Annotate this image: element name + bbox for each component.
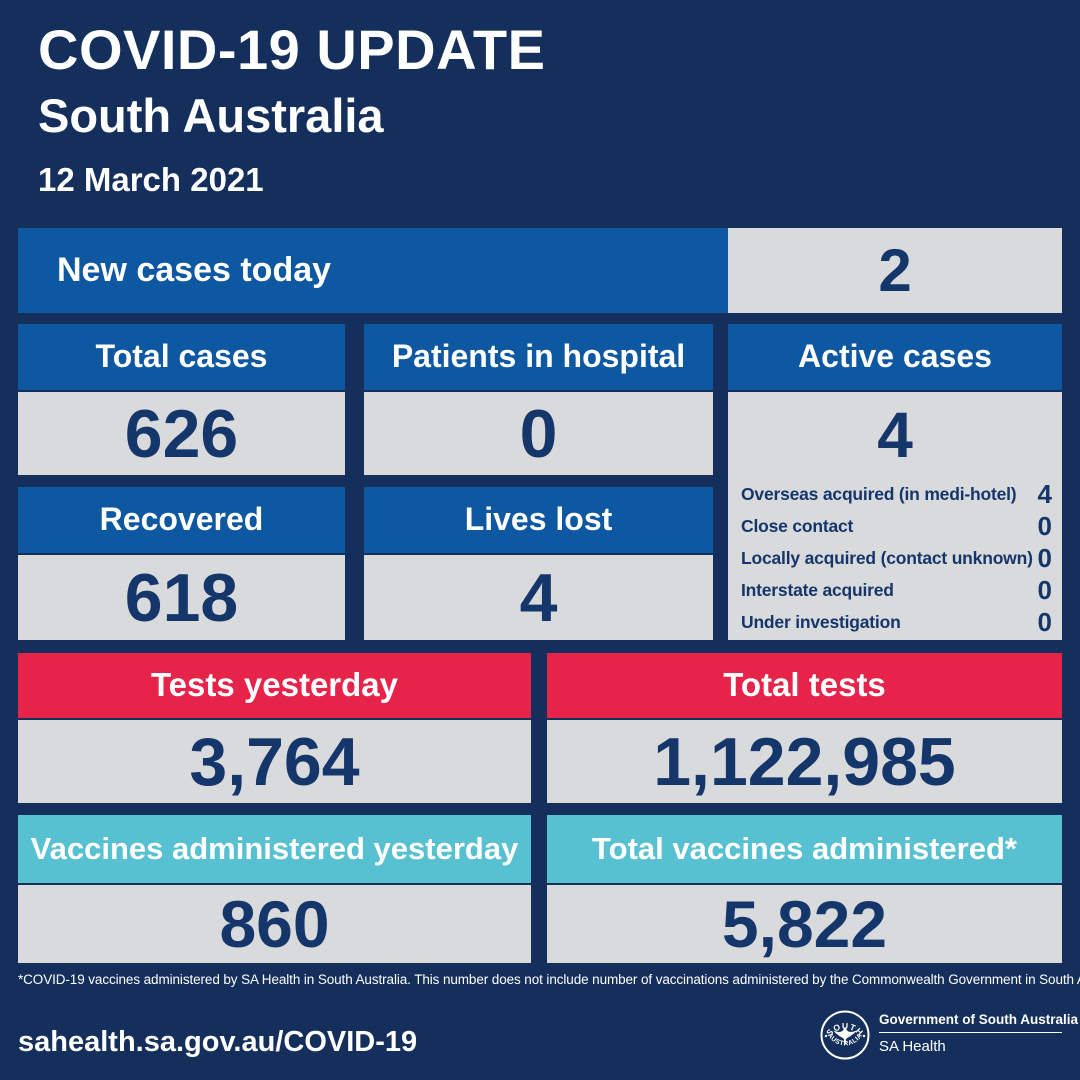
- piping-shrike-bird: [833, 1026, 857, 1040]
- recovered-label: Recovered: [18, 487, 345, 553]
- breakdown-label: Interstate acquired: [741, 579, 894, 600]
- breakdown-label: Overseas acquired (in medi-hotel): [741, 483, 1017, 504]
- breakdown-value: 4: [1037, 478, 1052, 509]
- active-breakdown-row: Locally acquired (contact unknown) 0: [728, 542, 1062, 574]
- lives-lost-value: 4: [364, 555, 713, 640]
- vaccines-yesterday-value: 860: [18, 885, 531, 963]
- total-tests-label: Total tests: [547, 653, 1062, 718]
- active-breakdown-row: Under investigation 0: [728, 606, 1062, 638]
- report-date: 12 March 2021: [38, 161, 264, 198]
- brand-divider: [879, 1031, 1062, 1033]
- lives-lost-label: Lives lost: [364, 487, 713, 553]
- active-breakdown-row: Overseas acquired (in medi-hotel) 4: [728, 478, 1062, 510]
- government-name: Government of South Australia: [879, 1012, 1079, 1027]
- vaccine-footnote: *COVID-19 vaccines administered by SA He…: [18, 972, 1080, 987]
- breakdown-value: 0: [1037, 542, 1052, 573]
- breakdown-label: Locally acquired (contact unknown): [741, 547, 1033, 568]
- patients-in-hospital-label: Patients in hospital: [364, 324, 713, 390]
- active-cases-value: 4: [877, 399, 913, 471]
- total-vaccines-value: 5,822: [547, 885, 1062, 963]
- new-cases-label: New cases today: [18, 228, 730, 313]
- page-title: COVID-19 UPDATE: [38, 18, 546, 81]
- total-cases-label: Total cases: [18, 324, 345, 390]
- page-subtitle: South Australia: [38, 89, 384, 142]
- total-cases-value: 626: [18, 392, 345, 475]
- breakdown-label: Close contact: [741, 515, 854, 536]
- breakdown-label: Under investigation: [741, 611, 901, 632]
- active-cases-panel: 4 Overseas acquired (in medi-hotel) 4 Cl…: [728, 392, 1062, 640]
- vaccines-yesterday-label: Vaccines administered yesterday: [18, 815, 531, 883]
- sa-health-url: sahealth.sa.gov.au/COVID-19: [18, 1026, 418, 1058]
- new-cases-value: 2: [728, 228, 1062, 313]
- total-vaccines-label: Total vaccines administered*: [547, 815, 1062, 883]
- government-brand-block: Government of South Australia SA Health: [879, 1012, 1079, 1055]
- active-breakdown-row: Close contact 0: [728, 510, 1062, 542]
- active-breakdown-row: Interstate acquired 0: [728, 574, 1062, 606]
- tests-yesterday-value: 3,764: [18, 720, 531, 803]
- total-tests-value: 1,122,985: [547, 720, 1062, 803]
- agency-name: SA Health: [879, 1037, 946, 1055]
- active-cases-label: Active cases: [728, 324, 1062, 390]
- tests-yesterday-label: Tests yesterday: [18, 653, 531, 718]
- patients-in-hospital-value: 0: [364, 392, 713, 475]
- south-australia-seal-icon: SOUTH AUSTRALIA: [820, 1010, 870, 1060]
- breakdown-value: 0: [1037, 606, 1052, 637]
- breakdown-value: 0: [1037, 574, 1052, 605]
- recovered-value: 618: [18, 555, 345, 640]
- breakdown-value: 0: [1037, 510, 1052, 541]
